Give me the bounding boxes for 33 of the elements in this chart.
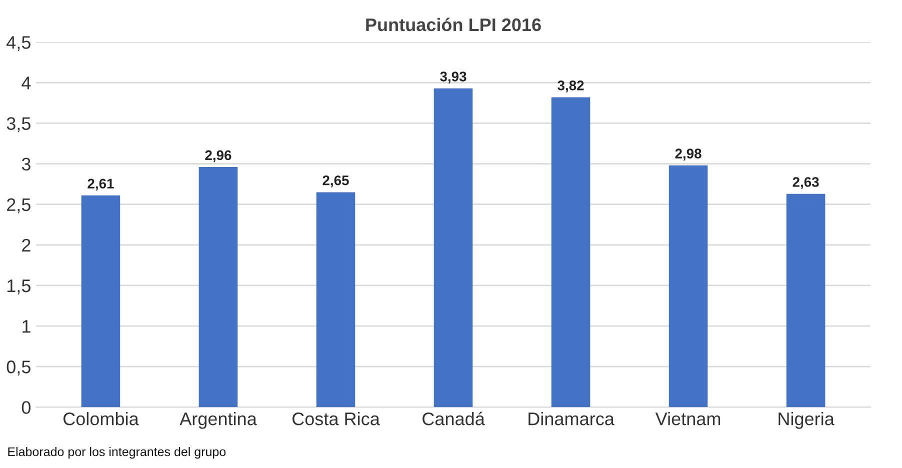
data-label: 2,96 [205,150,232,162]
x-tick-label: Costa Rica [292,412,380,426]
data-label: 2,61 [88,178,114,191]
y-tick-label: 3 [22,158,30,171]
y-tick-label: 1,5 [8,280,30,294]
data-label: 3,82 [558,80,584,92]
y-tick-label: 1 [22,320,30,333]
y-tick-label: 4,5 [6,36,30,51]
bar [81,195,120,408]
y-tick-label: 2,5 [7,198,30,214]
x-tick-label: Nigeria [778,412,834,429]
data-label: 2,98 [675,148,702,161]
text: Elaborado por los integrantes del grupo [8,446,226,459]
data-label: 2,63 [792,177,819,189]
chart-title: Puntuación LPI 2016 [366,18,541,32]
x-tick-label: Argentina [180,412,257,429]
bar [786,194,826,408]
bar [198,167,238,408]
x-tick-label: Colombia [63,412,139,426]
data-label: 3,93 [440,72,466,84]
y-tick-label: 0 [22,401,31,414]
y-tick-label: 3,5 [6,117,30,132]
x-tick-label: Dinamarca [528,412,614,426]
bar [316,192,356,408]
x-tick-label: Canadá [422,412,485,426]
bar [551,97,590,408]
bar [434,88,473,408]
data-label: 2,65 [322,175,349,188]
y-tick-label: 0,5 [6,360,30,376]
x-tick-label: Vietnam [655,412,720,426]
y-tick-label: 2 [22,238,30,252]
bar [668,165,708,408]
y-tick-label: 4 [22,76,31,90]
